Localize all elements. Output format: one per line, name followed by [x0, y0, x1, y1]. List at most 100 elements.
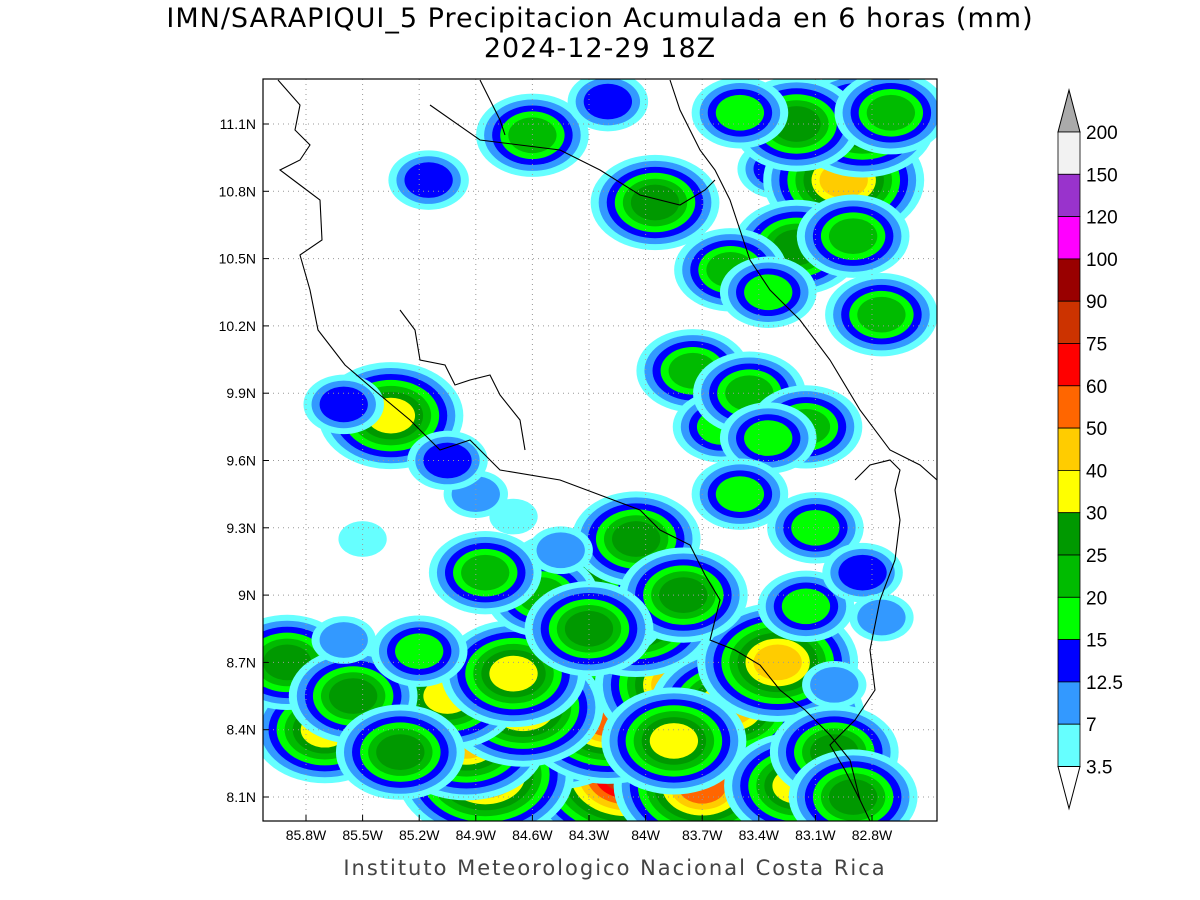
- precip-cell: [567, 79, 649, 132]
- precip-cell: [802, 661, 867, 709]
- legend-arrow-bottom: [1057, 766, 1081, 811]
- longitude-label: 84.3W: [569, 827, 610, 843]
- precip-cell: [691, 79, 789, 149]
- precip-contour: [838, 554, 887, 591]
- legend-swatch: [1057, 723, 1081, 767]
- legend-label: 3.5: [1086, 758, 1112, 779]
- longitude-label: 84W: [631, 827, 661, 843]
- legend-label: 20: [1086, 588, 1107, 609]
- precip-cell: [528, 526, 593, 575]
- legend-swatch: [1057, 131, 1081, 175]
- legend-label: 25: [1086, 546, 1107, 567]
- nicoya-gulf-coast: [399, 309, 526, 451]
- legend-swatch: [1057, 596, 1081, 640]
- pacific-coastline: [277, 79, 871, 821]
- precip-contour: [489, 655, 538, 692]
- precip-cell: [524, 581, 654, 677]
- legend-label: 60: [1086, 377, 1107, 398]
- legend-label: 150: [1086, 165, 1118, 186]
- latitude-label: 10.2N: [219, 318, 256, 334]
- precip-contour: [612, 521, 661, 557]
- latitude-label: 8.7N: [226, 654, 256, 670]
- precip-contour: [489, 498, 538, 535]
- precip-contour: [857, 599, 906, 636]
- precip-cell: [719, 402, 817, 474]
- latitude-label: 11.1N: [220, 116, 256, 132]
- longitude-label: 83.7W: [682, 827, 723, 843]
- precip-cell: [489, 498, 538, 535]
- color-legend: 200 150 120 100 90 75 60 50 40 30 25 20 15 12.5 7 3.5: [1057, 88, 1123, 811]
- legend-label: 30: [1086, 504, 1107, 525]
- longitude-label: 85.5W: [342, 827, 383, 843]
- precip-cell: [370, 615, 468, 687]
- precip-cell: [601, 687, 747, 795]
- precip-contour: [319, 622, 368, 658]
- precip-contour: [715, 476, 765, 512]
- legend-label: 75: [1086, 335, 1107, 356]
- precip-contour: [744, 274, 793, 311]
- legend-swatch: [1057, 300, 1081, 344]
- legend-swatch: [1057, 173, 1081, 218]
- caribbean-coastline: [479, 79, 937, 481]
- precip-contour: [744, 420, 793, 456]
- precip-cell: [796, 194, 910, 278]
- legend-label: 120: [1086, 208, 1118, 229]
- precip-cell: [476, 93, 589, 177]
- legend-label: 15: [1086, 631, 1107, 652]
- precip-contour: [319, 386, 368, 423]
- precip-cell: [407, 430, 488, 491]
- precip-cell: [834, 79, 937, 155]
- longitude-label: 83.1W: [795, 827, 836, 843]
- precip-contour: [866, 94, 916, 131]
- longitude-label: 84.9W: [456, 827, 497, 843]
- precip-contour: [828, 218, 878, 255]
- legend-swatch: [1057, 639, 1081, 683]
- precip-cell: [691, 458, 789, 530]
- latitude-label: 8.4N: [226, 722, 256, 738]
- grid-lines: [263, 79, 937, 821]
- precip-cell: [335, 704, 465, 800]
- longitude-label: 83.4W: [739, 827, 780, 843]
- precip-cell: [303, 374, 384, 435]
- map-date: 2024-12-29 18Z: [483, 33, 717, 64]
- precip-contour: [395, 633, 444, 670]
- latitude-label: 9N: [238, 587, 256, 603]
- precip-cell: [849, 593, 914, 642]
- latitude-label: 10.5N: [219, 251, 256, 267]
- map-title: IMN/SARAPIQUI_5 Precipitacion Acumulada …: [166, 3, 1034, 34]
- panama-border: [829, 459, 901, 801]
- precip-cell: [719, 256, 817, 328]
- precipitation-field: [263, 79, 937, 821]
- legend-swatch: [1057, 343, 1081, 387]
- precip-contour: [423, 442, 472, 479]
- legend-label: 200: [1086, 123, 1118, 144]
- precip-contour: [404, 162, 453, 198]
- precip-cell: [428, 531, 542, 615]
- precip-contour: [791, 509, 840, 546]
- precip-contour: [536, 532, 585, 569]
- latitude-label: 10.8N: [219, 183, 256, 199]
- precip-contour: [583, 83, 633, 120]
- legend-swatch: [1057, 427, 1081, 471]
- latitude-label: 9.6N: [226, 453, 256, 469]
- precip-contour: [715, 94, 765, 131]
- latitude-label: 9.9N: [226, 385, 256, 401]
- precip-cell: [788, 749, 918, 821]
- precip-contour: [461, 554, 510, 591]
- legend-swatch: [1057, 385, 1081, 429]
- nicaragua-border: [429, 104, 716, 206]
- precip-cell: [767, 492, 864, 564]
- precip-contour: [376, 734, 425, 770]
- legend-label: 7: [1086, 715, 1097, 736]
- precip-contour: [329, 678, 378, 714]
- plot-frame: [262, 78, 938, 822]
- institution-footer: Instituto Meteorologico Nacional Costa R…: [343, 856, 887, 880]
- legend-swatch: [1057, 512, 1081, 556]
- precip-cell: [388, 150, 469, 210]
- longitude-label: 85.2W: [399, 827, 440, 843]
- precip-contour: [781, 588, 831, 625]
- legend-label: 40: [1086, 461, 1107, 482]
- precip-contour: [857, 296, 906, 333]
- legend-arrow-top: [1057, 88, 1081, 133]
- precip-cell: [822, 542, 903, 603]
